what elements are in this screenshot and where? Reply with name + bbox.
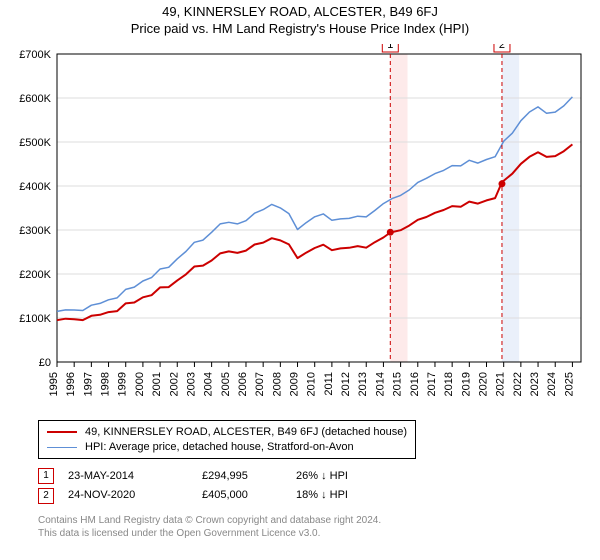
sales-list: 1 23-MAY-2014 £294,995 26% ↓ HPI 2 24-NO… bbox=[38, 467, 600, 507]
svg-text:£700K: £700K bbox=[19, 49, 51, 61]
svg-text:£300K: £300K bbox=[19, 225, 51, 237]
svg-text:£500K: £500K bbox=[19, 137, 51, 149]
svg-text:1999: 1999 bbox=[117, 372, 129, 396]
svg-text:1995: 1995 bbox=[48, 372, 60, 396]
svg-text:2013: 2013 bbox=[357, 372, 369, 396]
svg-text:£0: £0 bbox=[39, 357, 51, 369]
legend: 49, KINNERSLEY ROAD, ALCESTER, B49 6FJ (… bbox=[38, 420, 416, 459]
svg-text:£400K: £400K bbox=[19, 181, 51, 193]
sale-row: 2 24-NOV-2020 £405,000 18% ↓ HPI bbox=[38, 486, 600, 506]
legend-item: HPI: Average price, detached house, Stra… bbox=[47, 440, 407, 455]
sale-row: 1 23-MAY-2014 £294,995 26% ↓ HPI bbox=[38, 467, 600, 487]
svg-text:2005: 2005 bbox=[220, 372, 232, 396]
svg-text:2000: 2000 bbox=[134, 372, 146, 396]
svg-text:£100K: £100K bbox=[19, 313, 51, 325]
svg-text:2018: 2018 bbox=[443, 372, 455, 396]
svg-text:1998: 1998 bbox=[100, 372, 112, 396]
svg-text:2008: 2008 bbox=[271, 372, 283, 396]
sale-price: £405,000 bbox=[202, 486, 282, 506]
svg-text:£200K: £200K bbox=[19, 269, 51, 281]
svg-text:1996: 1996 bbox=[65, 372, 77, 396]
svg-text:2002: 2002 bbox=[168, 372, 180, 396]
svg-text:1: 1 bbox=[387, 44, 393, 51]
svg-text:2009: 2009 bbox=[289, 372, 301, 396]
svg-text:2: 2 bbox=[499, 44, 505, 51]
svg-text:2017: 2017 bbox=[426, 372, 438, 396]
svg-text:2022: 2022 bbox=[512, 372, 524, 396]
svg-text:2012: 2012 bbox=[340, 372, 352, 396]
sale-price: £294,995 bbox=[202, 467, 282, 487]
svg-text:2001: 2001 bbox=[151, 372, 163, 396]
svg-text:2023: 2023 bbox=[529, 372, 541, 396]
sale-date: 24-NOV-2020 bbox=[68, 486, 188, 506]
sale-delta: 26% ↓ HPI bbox=[296, 467, 386, 487]
svg-text:2007: 2007 bbox=[254, 372, 266, 396]
svg-text:2015: 2015 bbox=[392, 372, 404, 396]
footer-attribution: Contains HM Land Registry data © Crown c… bbox=[38, 514, 600, 540]
svg-text:2025: 2025 bbox=[563, 372, 575, 396]
svg-text:2011: 2011 bbox=[323, 372, 335, 396]
svg-text:2024: 2024 bbox=[546, 372, 558, 396]
legend-label: 49, KINNERSLEY ROAD, ALCESTER, B49 6FJ (… bbox=[85, 425, 407, 440]
svg-text:2010: 2010 bbox=[306, 372, 318, 396]
sale-date: 23-MAY-2014 bbox=[68, 467, 188, 487]
svg-text:2006: 2006 bbox=[237, 372, 249, 396]
svg-text:2016: 2016 bbox=[409, 372, 421, 396]
svg-text:2019: 2019 bbox=[460, 372, 472, 396]
svg-text:2014: 2014 bbox=[374, 372, 386, 396]
legend-label: HPI: Average price, detached house, Stra… bbox=[85, 440, 354, 455]
page-title: 49, KINNERSLEY ROAD, ALCESTER, B49 6FJ bbox=[0, 0, 600, 21]
svg-text:2004: 2004 bbox=[203, 372, 215, 396]
price-chart: £0 £100K £200K £300K £400K £500K £600K £700K 199… bbox=[9, 44, 591, 414]
sale-marker: 1 bbox=[38, 468, 54, 484]
sale-marker: 2 bbox=[38, 488, 54, 504]
svg-text:2021: 2021 bbox=[495, 372, 507, 396]
legend-item: 49, KINNERSLEY ROAD, ALCESTER, B49 6FJ (… bbox=[47, 425, 407, 440]
svg-text:1997: 1997 bbox=[82, 372, 94, 396]
svg-text:2020: 2020 bbox=[478, 372, 490, 396]
svg-text:2003: 2003 bbox=[185, 372, 197, 396]
sale-delta: 18% ↓ HPI bbox=[296, 486, 386, 506]
svg-text:£600K: £600K bbox=[19, 93, 51, 105]
page-subtitle: Price paid vs. HM Land Registry's House … bbox=[0, 21, 600, 44]
